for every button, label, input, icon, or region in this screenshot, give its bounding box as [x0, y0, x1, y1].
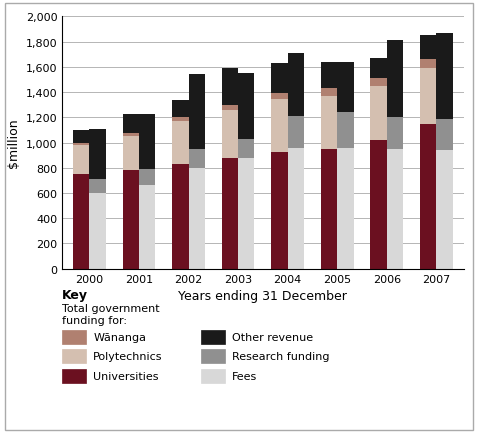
Bar	[123, 114, 139, 134]
Bar	[272, 100, 288, 153]
Bar	[337, 148, 354, 269]
Bar	[139, 114, 155, 170]
Bar	[436, 151, 453, 269]
Bar	[321, 149, 337, 269]
Text: Research funding: Research funding	[232, 352, 329, 361]
Text: Other revenue: Other revenue	[232, 332, 313, 342]
Bar	[172, 100, 188, 118]
Bar	[288, 54, 304, 117]
Bar	[387, 118, 403, 149]
Bar	[321, 62, 337, 89]
Bar	[172, 122, 188, 164]
Bar	[222, 159, 238, 269]
Text: Wānanga: Wānanga	[93, 332, 146, 342]
Bar	[188, 75, 205, 149]
Bar	[337, 62, 354, 113]
Bar	[222, 111, 238, 159]
Bar	[238, 74, 254, 140]
Bar	[73, 174, 89, 269]
Bar	[370, 87, 387, 141]
Bar	[370, 141, 387, 269]
Bar	[139, 186, 155, 269]
Bar	[123, 137, 139, 171]
Bar	[172, 118, 188, 122]
Bar	[370, 59, 387, 79]
Bar	[73, 143, 89, 146]
Bar	[172, 164, 188, 269]
Bar	[387, 41, 403, 118]
Bar	[272, 64, 288, 93]
Bar	[188, 168, 205, 269]
Bar	[387, 149, 403, 269]
Text: Polytechnics: Polytechnics	[93, 352, 163, 361]
Y-axis label: $million: $million	[7, 118, 20, 168]
Bar	[370, 79, 387, 87]
Bar	[321, 97, 337, 149]
Bar	[420, 59, 436, 69]
Text: Fees: Fees	[232, 371, 257, 381]
Text: Universities: Universities	[93, 371, 159, 381]
Bar	[73, 131, 89, 143]
Bar	[188, 149, 205, 168]
Bar	[73, 146, 89, 174]
Bar	[436, 34, 453, 119]
X-axis label: Years ending 31 December: Years ending 31 December	[178, 289, 348, 302]
Bar	[123, 171, 139, 269]
Bar	[238, 140, 254, 159]
Bar	[272, 93, 288, 100]
Bar	[420, 36, 436, 59]
Bar	[337, 113, 354, 148]
Bar	[139, 170, 155, 186]
Bar	[222, 106, 238, 111]
Bar	[288, 117, 304, 148]
Bar	[238, 159, 254, 269]
Bar	[321, 89, 337, 97]
Bar	[89, 194, 106, 269]
Bar	[272, 153, 288, 269]
Text: Key: Key	[62, 289, 88, 302]
Bar	[222, 69, 238, 106]
Bar	[436, 119, 453, 151]
Bar	[89, 129, 106, 180]
Text: Total government
funding for:: Total government funding for:	[62, 304, 160, 326]
Bar	[89, 180, 106, 194]
Bar	[420, 125, 436, 269]
Bar	[420, 69, 436, 125]
Bar	[123, 134, 139, 137]
Bar	[288, 148, 304, 269]
